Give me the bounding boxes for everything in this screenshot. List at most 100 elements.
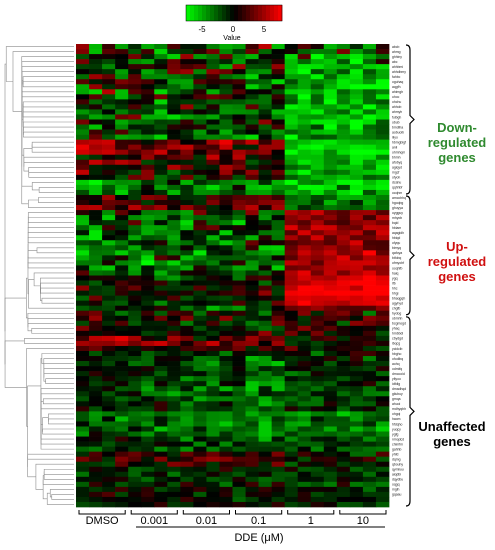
heatmap-cell: [310, 396, 325, 402]
heatmap-cell: [167, 446, 181, 452]
heatmap-cell: [206, 260, 220, 266]
heatmap-cell: [89, 406, 103, 412]
heatmap-cell: [193, 310, 207, 317]
row-label: dcahu: [392, 181, 401, 185]
colorbar-segment: [230, 5, 235, 21]
heatmap-cell: [115, 461, 129, 468]
heatmap-cell: [232, 486, 246, 493]
heatmap-cell: [271, 225, 286, 231]
heatmap-cell: [336, 144, 351, 151]
heatmap-cell: [297, 371, 312, 377]
heatmap-cell: [193, 179, 207, 186]
heatmap-cell: [219, 69, 233, 75]
heatmap-cell: [76, 386, 90, 392]
heatmap-cell: [219, 386, 233, 392]
heatmap-cell: [102, 260, 116, 266]
heatmap-cell: [167, 386, 181, 392]
heatmap-cell: [89, 114, 103, 120]
heatmap-cell: [349, 300, 364, 307]
heatmap-cell: [310, 194, 325, 201]
heatmap-cell: [102, 441, 116, 447]
heatmap-cell: [115, 426, 129, 432]
heatmap-cell: [206, 275, 220, 281]
heatmap-cell: [232, 59, 246, 65]
heatmap-cell: [141, 371, 155, 377]
heatmap-cell: [115, 401, 129, 407]
heatmap-cell: [115, 486, 129, 493]
colorbar-segment: [266, 5, 271, 21]
heatmap-cell: [232, 446, 246, 452]
heatmap-cell: [362, 240, 377, 246]
heatmap-cell: [245, 54, 259, 60]
heatmap-cell: [219, 446, 233, 452]
heatmap-cell: [115, 235, 129, 241]
heatmap-cell: [284, 134, 299, 140]
heatmap-cell: [141, 265, 155, 271]
heatmap-cell: [349, 255, 364, 261]
heatmap-cell: [362, 386, 377, 392]
heatmap-cell: [154, 325, 168, 332]
heatmap-cell: [336, 366, 351, 372]
heatmap-cell: [180, 139, 194, 145]
heatmap-cell: [297, 431, 312, 437]
heatmap-cell: [362, 295, 377, 302]
heatmap-cell: [193, 59, 207, 65]
heatmap-cell: [232, 194, 246, 201]
heatmap-cell: [219, 441, 233, 447]
heatmap-cell: [297, 245, 312, 251]
heatmap-cell: [206, 240, 220, 246]
heatmap-cell: [245, 265, 259, 271]
heatmap-cell: [167, 431, 181, 437]
colorbar-tick-low: -5: [198, 25, 206, 34]
heatmap-cell: [232, 149, 246, 156]
heatmap-cell: [154, 335, 168, 342]
heatmap-cell: [284, 205, 299, 211]
heatmap-cell: [89, 89, 103, 95]
heatmap-cell: [245, 421, 259, 427]
heatmap-cell: [167, 250, 181, 256]
dendrogram-branch: [21, 56, 74, 167]
heatmap-cell: [349, 129, 364, 135]
annotation-down-regulated: Down-regulated genes: [422, 120, 492, 165]
heatmap-cell: [219, 134, 233, 140]
heatmap-cell: [245, 466, 259, 473]
heatmap-cell: [297, 134, 312, 140]
heatmap-cell: [323, 164, 338, 171]
heatmap-cell: [102, 421, 116, 427]
heatmap-cell: [193, 154, 207, 161]
heatmap-cell: [219, 144, 233, 151]
annotation-line: Unaffected: [418, 419, 486, 434]
heatmap-cell: [284, 381, 299, 387]
colorbar-border: [185, 4, 283, 22]
heatmap-cell: [76, 391, 90, 397]
heatmap-cell: [128, 184, 142, 191]
heatmap-cell: [310, 340, 325, 347]
heatmap-cell: [232, 456, 246, 463]
heatmap-cell: [141, 69, 155, 75]
heatmap-cell: [297, 361, 312, 367]
heatmap-cell: [89, 491, 103, 498]
heatmap-cell: [115, 194, 129, 201]
heatmap-cell: [102, 350, 116, 357]
heatmap-cell: [141, 396, 155, 402]
heatmap-cell: [362, 381, 377, 387]
heatmap-cell: [297, 230, 312, 236]
heatmap-cell: [375, 164, 390, 171]
heatmap-cell: [89, 205, 103, 211]
heatmap-cell: [349, 154, 364, 161]
heatmap-cell: [362, 340, 377, 347]
heatmap-cell: [297, 240, 312, 246]
heatmap-cell: [180, 210, 194, 216]
heatmap-cell: [167, 295, 181, 302]
heatmap-cell: [375, 421, 390, 427]
heatmap-cell: [271, 356, 286, 362]
heatmap-cell: [349, 421, 364, 427]
heatmap-cell: [245, 114, 259, 120]
heatmap-cell: [323, 220, 338, 226]
heatmap-cell: [180, 461, 194, 468]
heatmap-cell: [89, 466, 103, 473]
heatmap-cell: [167, 275, 181, 281]
heatmap-cell: [128, 396, 142, 402]
heatmap-cell: [258, 335, 272, 342]
heatmap-cell: [167, 406, 181, 412]
